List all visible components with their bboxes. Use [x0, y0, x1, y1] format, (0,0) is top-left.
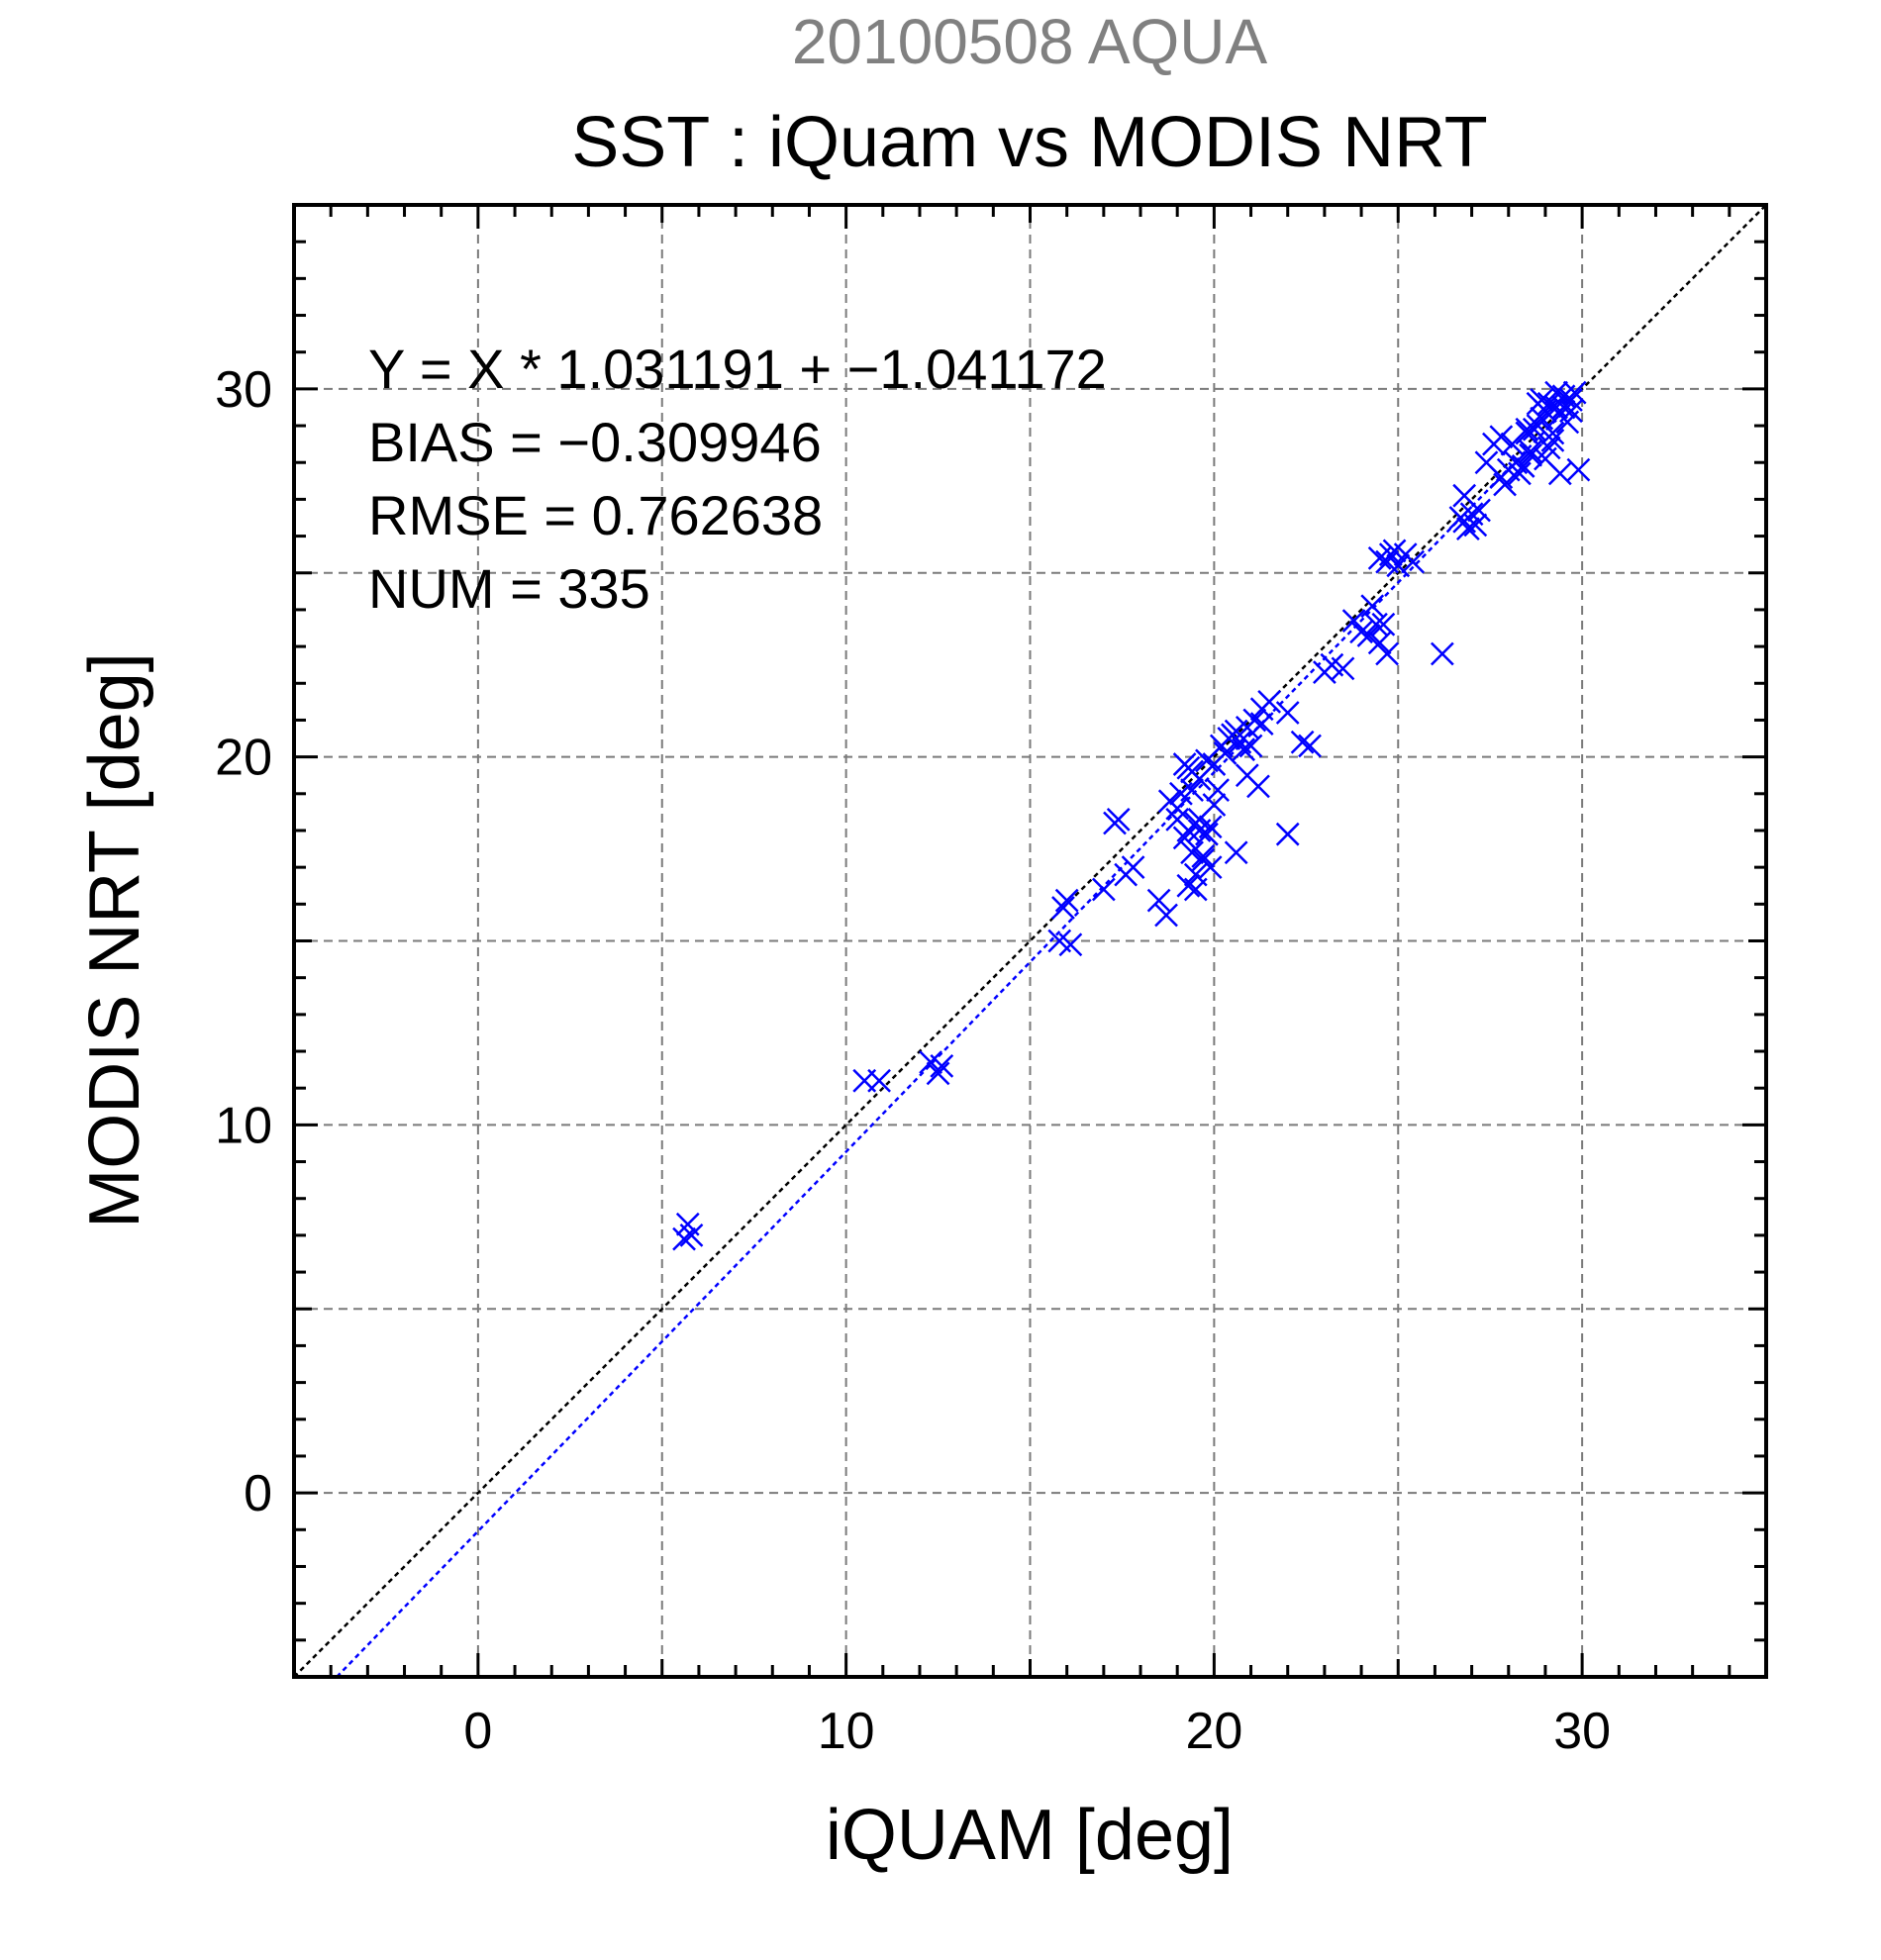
- reference-lines: [293, 204, 1767, 1678]
- data-point: [1551, 395, 1576, 420]
- x-tick-label: 20: [1185, 1703, 1242, 1760]
- data-point: [1206, 778, 1230, 802]
- data-point: [1202, 793, 1227, 817]
- data-point: [1165, 796, 1190, 821]
- data-point: [1290, 730, 1315, 754]
- data-point: [1559, 399, 1583, 424]
- data-point: [1386, 553, 1411, 578]
- data-point: [1198, 815, 1223, 839]
- chart-supertitle: 20100508 AQUA: [792, 6, 1268, 77]
- data-point: [1349, 620, 1373, 644]
- data-point: [1331, 656, 1355, 681]
- data-point: [1146, 888, 1171, 913]
- data-point: [1452, 483, 1477, 508]
- x-tick-label: 0: [463, 1703, 492, 1760]
- data-point: [1536, 436, 1561, 460]
- data-point: [1213, 741, 1238, 765]
- data-point: [1091, 877, 1116, 902]
- data-point: [1508, 461, 1532, 486]
- regression-equation: Y = X * 1.031191 + −1.041172: [368, 338, 1107, 400]
- y-tick-label: 10: [215, 1097, 272, 1154]
- data-point: [1547, 461, 1572, 486]
- data-point: [1566, 457, 1591, 482]
- data-point: [1180, 778, 1204, 802]
- data-point: [1257, 689, 1282, 714]
- tick-labels: 0 0 10 10 20 20 30 30: [215, 361, 1611, 1760]
- bias-value: BIAS = −0.309946: [368, 411, 822, 473]
- data-point: [1544, 380, 1568, 405]
- data-point: [1515, 417, 1539, 441]
- data-point: [1238, 734, 1263, 758]
- x-tick-label: 30: [1553, 1703, 1611, 1760]
- data-point: [1224, 840, 1248, 865]
- data-points: [672, 380, 1591, 1251]
- data-point: [1232, 737, 1255, 762]
- data-point: [679, 1224, 704, 1247]
- data-point: [1367, 631, 1392, 655]
- data-point: [926, 1061, 950, 1086]
- data-point: [1511, 454, 1535, 478]
- y-axis-label: MODIS NRT [deg]: [75, 652, 154, 1228]
- data-point: [1430, 641, 1454, 666]
- data-point: [1519, 442, 1542, 467]
- data-point: [1493, 472, 1517, 497]
- data-point: [672, 1226, 696, 1251]
- data-point: [1455, 517, 1480, 541]
- chart-title: SST : iQuam vs MODIS NRT: [571, 103, 1488, 182]
- data-point: [1154, 903, 1178, 928]
- data-point: [1540, 421, 1565, 445]
- data-point: [1195, 822, 1219, 846]
- data-point: [1051, 896, 1075, 920]
- data-point: [1054, 888, 1079, 913]
- data-point: [1191, 844, 1216, 868]
- data-point: [867, 1068, 891, 1093]
- data-point: [1275, 701, 1300, 725]
- data-point: [1463, 513, 1488, 538]
- stats-block: Y = X * 1.031191 + −1.041172 BIAS = −0.3…: [368, 338, 1107, 620]
- data-point: [1121, 855, 1145, 880]
- data-point: [1562, 380, 1587, 405]
- data-point: [1364, 612, 1388, 637]
- data-point: [1489, 425, 1514, 449]
- data-point: [1375, 641, 1399, 666]
- fit-line: [336, 399, 1576, 1678]
- y-tick-label: 20: [215, 730, 272, 787]
- x-tick-label: 10: [818, 1703, 875, 1760]
- y-tick-label: 30: [215, 361, 272, 419]
- data-point: [1540, 429, 1565, 452]
- data-point: [1474, 450, 1499, 475]
- data-point: [1401, 549, 1426, 574]
- data-point: [1275, 822, 1300, 846]
- plot-frame: [292, 203, 1768, 1679]
- data-point: [1448, 506, 1473, 530]
- data-point: [1530, 406, 1554, 431]
- data-point: [1183, 877, 1208, 902]
- data-point: [1356, 624, 1381, 647]
- data-point: [930, 1054, 954, 1078]
- data-point: [1382, 539, 1407, 563]
- data-point: [1198, 855, 1223, 880]
- data-point: [1176, 873, 1201, 898]
- data-point: [1106, 807, 1131, 832]
- y-tick-label: 0: [244, 1465, 272, 1522]
- data-point: [1058, 932, 1083, 957]
- data-point: [1298, 734, 1322, 758]
- data-point: [1246, 774, 1270, 799]
- data-point: [1172, 826, 1197, 850]
- data-point: [1519, 440, 1542, 463]
- data-point: [1371, 612, 1396, 637]
- rmse-value: RMSE = 0.762638: [368, 484, 823, 546]
- num-value: NUM = 335: [368, 557, 650, 620]
- data-point: [1242, 708, 1267, 733]
- data-point: [1526, 391, 1550, 416]
- data-point: [1249, 712, 1274, 736]
- data-point: [1360, 594, 1385, 619]
- x-axis-label: iQUAM [deg]: [826, 1796, 1234, 1875]
- grid-lines: [294, 205, 1766, 1677]
